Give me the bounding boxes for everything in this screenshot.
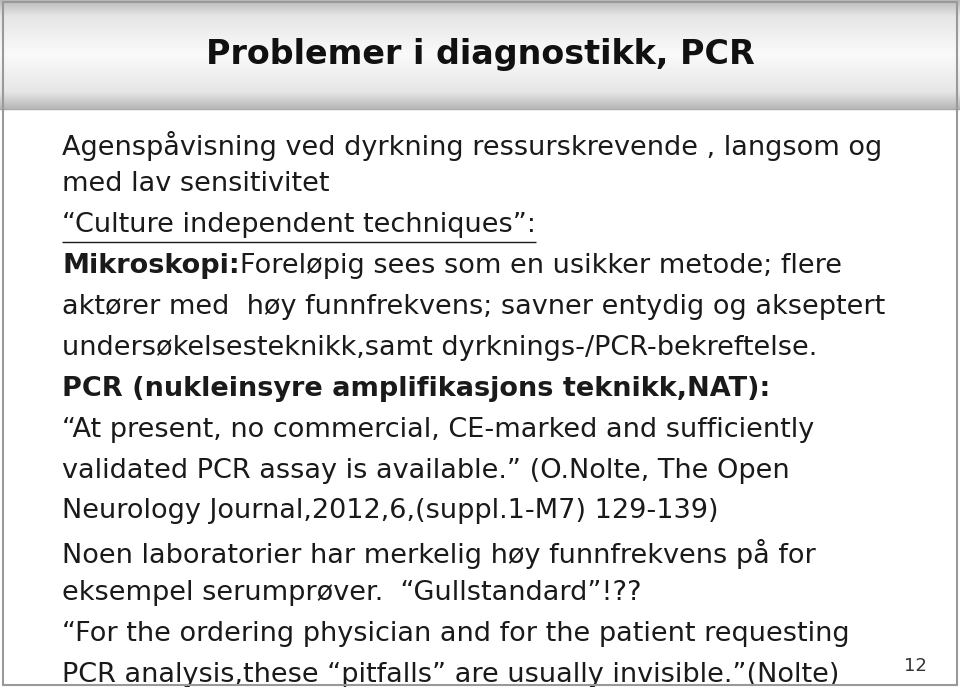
Bar bbox=[0, 109, 960, 687]
Text: undersøkelsesteknikk,samt dyrknings-/PCR-bekreftelse.: undersøkelsesteknikk,samt dyrknings-/PCR… bbox=[62, 335, 818, 361]
Text: med lav sensitivitet: med lav sensitivitet bbox=[62, 171, 330, 197]
Text: eksempel serumprøver.  “Gullstandard”!??: eksempel serumprøver. “Gullstandard”!?? bbox=[62, 580, 642, 606]
Text: 12: 12 bbox=[903, 657, 926, 675]
Text: Foreløpig sees som en usikker metode; flere: Foreløpig sees som en usikker metode; fl… bbox=[240, 253, 842, 279]
Text: Neurology Journal,2012,6,(suppl.1-M7) 129-139): Neurology Journal,2012,6,(suppl.1-M7) 12… bbox=[62, 498, 719, 524]
Text: “Culture independent techniques”:: “Culture independent techniques”: bbox=[62, 212, 537, 238]
Text: Problemer i diagnostikk, PCR: Problemer i diagnostikk, PCR bbox=[205, 38, 755, 71]
Text: aktører med  høy funnfrekvens; savner entydig og akseptert: aktører med høy funnfrekvens; savner ent… bbox=[62, 294, 886, 320]
Text: Agenspåvisning ved dyrkning ressurskrevende , langsom og: Agenspåvisning ved dyrkning ressurskreve… bbox=[62, 131, 882, 161]
Text: Noen laboratorier har merkelig høy funnfrekvens på for: Noen laboratorier har merkelig høy funnf… bbox=[62, 539, 816, 570]
Text: PCR (nukleinsyre amplifikasjons teknikk,NAT):: PCR (nukleinsyre amplifikasjons teknikk,… bbox=[62, 376, 771, 402]
Text: validated PCR assay is available.” (O.Nolte, The Open: validated PCR assay is available.” (O.No… bbox=[62, 458, 790, 484]
Text: Mikroskopi:: Mikroskopi: bbox=[62, 253, 240, 279]
Text: “For the ordering physician and for the patient requesting: “For the ordering physician and for the … bbox=[62, 621, 850, 647]
Text: “At present, no commercial, CE-marked and sufficiently: “At present, no commercial, CE-marked an… bbox=[62, 416, 815, 442]
Text: PCR analysis,these “pitfalls” are usually invisible.”(Nolte): PCR analysis,these “pitfalls” are usuall… bbox=[62, 662, 840, 687]
